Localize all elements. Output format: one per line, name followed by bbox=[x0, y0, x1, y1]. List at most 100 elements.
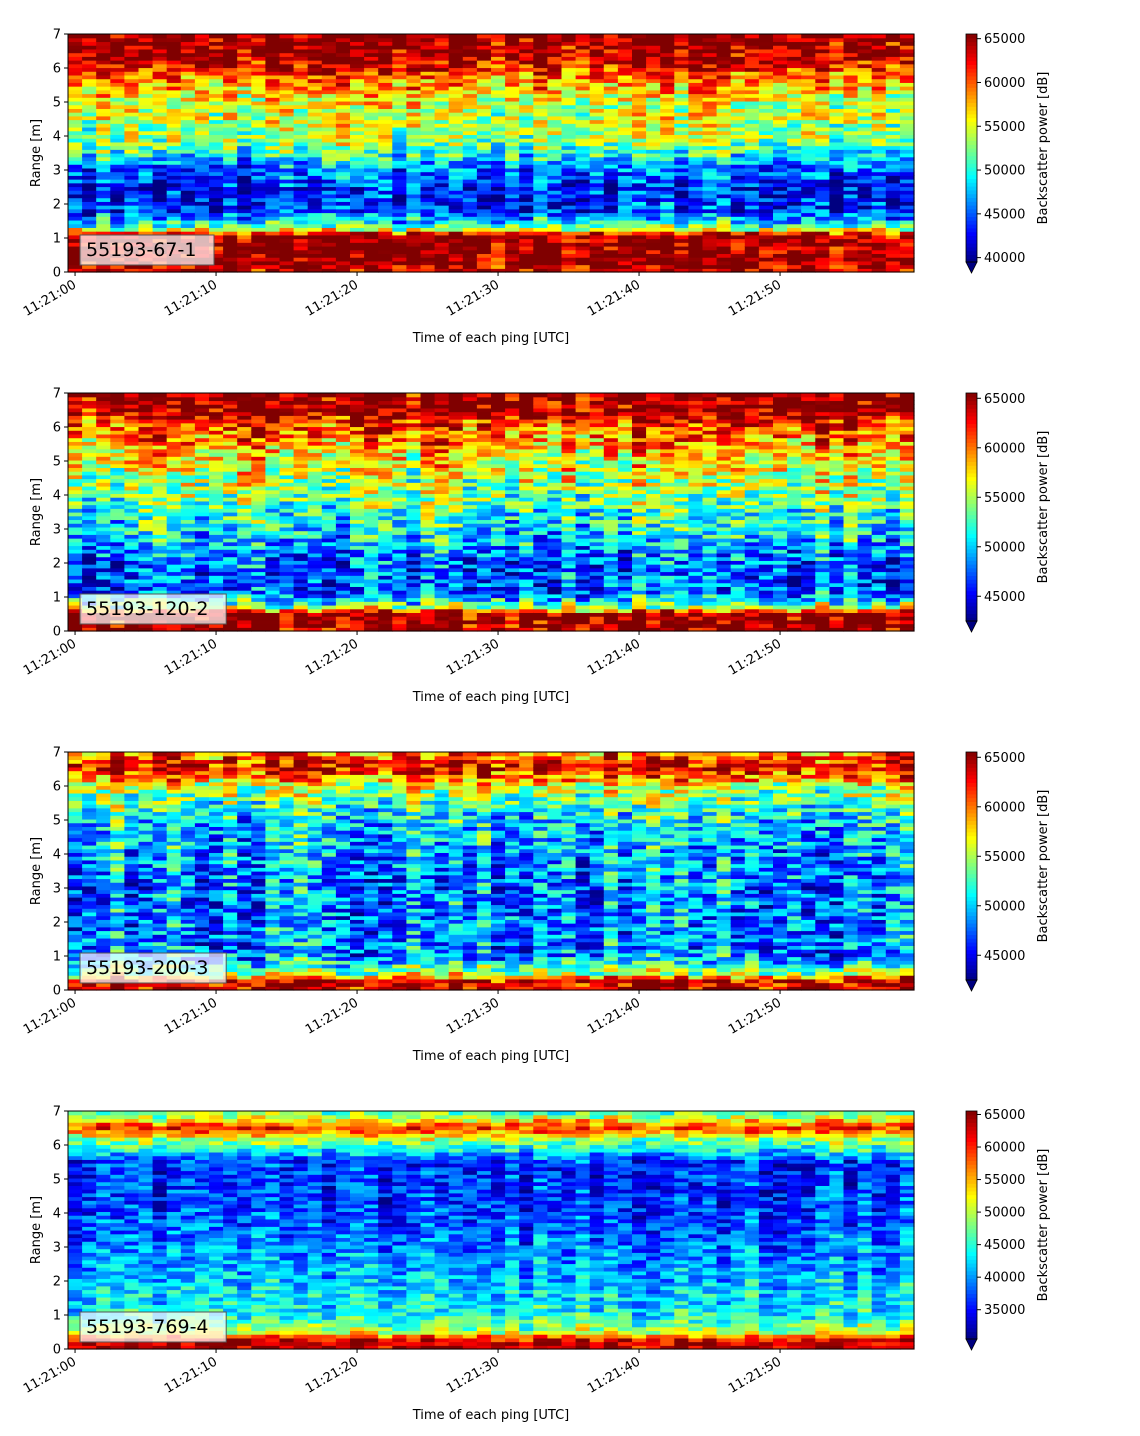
heatmap-cell bbox=[68, 530, 83, 535]
heatmap-cell bbox=[744, 197, 760, 202]
heatmap-cell bbox=[251, 623, 266, 628]
heatmap-cell bbox=[68, 485, 83, 491]
heatmap-cell bbox=[251, 571, 266, 576]
heatmap-cell bbox=[476, 190, 492, 195]
heatmap-cell bbox=[223, 400, 238, 405]
heatmap-cell bbox=[96, 422, 111, 428]
heatmap-cell bbox=[406, 45, 422, 50]
heatmap-cell bbox=[787, 97, 802, 102]
heatmap-cell bbox=[209, 411, 224, 416]
heatmap-cell bbox=[505, 208, 520, 214]
colorbar-segment bbox=[966, 117, 977, 122]
heatmap-cell bbox=[871, 253, 887, 258]
colorbar-segment bbox=[966, 129, 977, 134]
heatmap-cell bbox=[124, 100, 140, 106]
heatmap-cell bbox=[279, 448, 295, 454]
heatmap-cell bbox=[209, 41, 224, 46]
heatmap-cell bbox=[209, 34, 224, 39]
heatmap-cell bbox=[223, 560, 238, 565]
heatmap-cell bbox=[364, 115, 379, 121]
heatmap-cell bbox=[688, 48, 704, 54]
heatmap-cell bbox=[815, 93, 830, 98]
heatmap-cell bbox=[180, 205, 196, 210]
heatmap-cell bbox=[166, 205, 182, 210]
heatmap-cell bbox=[138, 590, 154, 595]
heatmap-cell bbox=[575, 71, 591, 76]
heatmap-cell bbox=[434, 149, 450, 154]
heatmap-cell bbox=[251, 52, 266, 57]
heatmap-cell bbox=[603, 74, 619, 80]
heatmap-cell bbox=[265, 512, 281, 517]
heatmap-cell bbox=[674, 201, 689, 206]
colorbar-segment bbox=[966, 193, 977, 198]
heatmap-cell bbox=[561, 242, 577, 247]
heatmap-cell bbox=[730, 253, 746, 258]
heatmap-cell bbox=[505, 160, 520, 165]
heatmap-cell bbox=[223, 164, 238, 169]
heatmap-cell bbox=[603, 208, 619, 214]
heatmap-cell bbox=[335, 205, 351, 210]
heatmap-cell bbox=[716, 182, 732, 188]
heatmap-cell bbox=[702, 126, 718, 132]
heatmap-cell bbox=[110, 264, 125, 269]
heatmap-cell bbox=[251, 268, 266, 273]
heatmap-cell bbox=[68, 268, 83, 273]
heatmap-cell bbox=[364, 190, 379, 195]
heatmap-cell bbox=[209, 134, 224, 139]
heatmap-cell bbox=[491, 167, 506, 173]
heatmap-cell bbox=[251, 201, 266, 206]
heatmap-cell bbox=[96, 141, 111, 147]
heatmap-cell bbox=[96, 100, 111, 106]
heatmap-cell bbox=[110, 164, 125, 169]
heatmap-cell bbox=[96, 171, 111, 176]
heatmap-cell bbox=[462, 112, 478, 117]
heatmap-cell bbox=[265, 164, 281, 169]
heatmap-cell bbox=[773, 97, 788, 102]
heatmap-cell bbox=[392, 115, 407, 121]
heatmap-cell bbox=[491, 82, 506, 87]
heatmap-cell bbox=[237, 238, 252, 243]
heatmap-cell bbox=[660, 145, 675, 150]
heatmap-cell bbox=[773, 93, 788, 98]
heatmap-cell bbox=[82, 556, 97, 561]
heatmap-cell bbox=[533, 63, 548, 69]
heatmap-cell bbox=[194, 560, 210, 565]
heatmap-cell bbox=[110, 430, 125, 435]
heatmap-cell bbox=[166, 419, 182, 424]
heatmap-cell bbox=[787, 37, 802, 43]
heatmap-cell bbox=[237, 601, 252, 606]
heatmap-cell bbox=[702, 89, 718, 95]
heatmap-cell bbox=[744, 82, 760, 87]
heatmap-cell bbox=[124, 186, 140, 191]
heatmap-cell bbox=[646, 164, 661, 169]
heatmap-cell bbox=[209, 560, 224, 565]
heatmap-cell bbox=[434, 86, 450, 91]
heatmap-cell bbox=[702, 41, 718, 46]
heatmap-cell bbox=[787, 234, 802, 240]
heatmap-cell bbox=[180, 433, 196, 439]
heatmap-cell bbox=[716, 108, 732, 113]
heatmap-cell bbox=[96, 112, 111, 117]
heatmap-cell bbox=[237, 604, 252, 610]
heatmap-cell bbox=[110, 541, 125, 547]
heatmap-cell bbox=[166, 130, 182, 136]
heatmap-cell bbox=[505, 45, 520, 50]
heatmap-cell bbox=[251, 608, 266, 614]
heatmap-cell bbox=[646, 234, 661, 240]
heatmap-cell bbox=[857, 227, 873, 232]
heatmap-cell bbox=[857, 60, 873, 65]
heatmap-cell bbox=[237, 48, 252, 54]
heatmap-cell bbox=[575, 56, 591, 61]
heatmap-cell bbox=[223, 445, 238, 450]
heatmap-cell bbox=[194, 463, 210, 468]
heatmap-cell bbox=[82, 223, 97, 228]
heatmap-cell bbox=[476, 134, 492, 139]
heatmap-cell bbox=[815, 253, 830, 258]
heatmap-cell bbox=[420, 268, 436, 273]
heatmap-cell bbox=[462, 67, 478, 72]
heatmap-cell bbox=[547, 108, 563, 113]
heatmap-cell bbox=[364, 134, 379, 139]
heatmap-cell bbox=[589, 197, 605, 202]
heatmap-cell bbox=[265, 223, 281, 228]
heatmap-cell bbox=[688, 145, 704, 150]
